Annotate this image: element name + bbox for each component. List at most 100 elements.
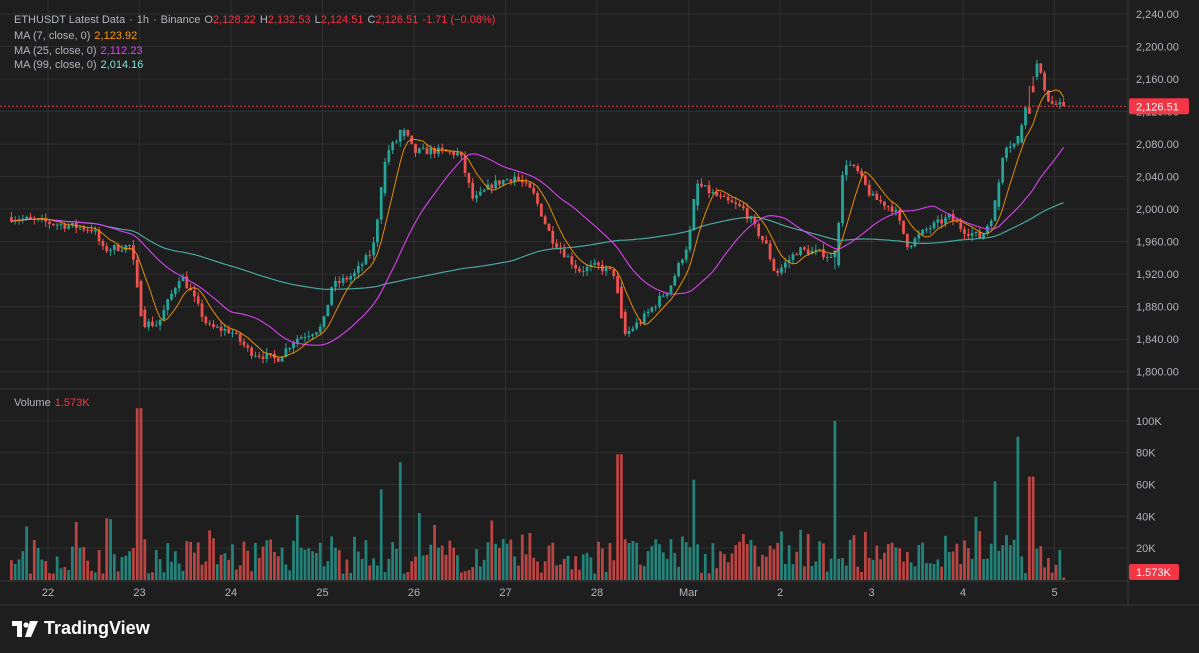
volume-bar <box>608 542 612 580</box>
volume-bar <box>246 550 250 580</box>
price-tick-label: 1,960.00 <box>1136 237 1179 249</box>
candle-body <box>238 333 242 342</box>
volume-bar <box>364 540 368 580</box>
volume-bar <box>860 571 863 580</box>
candle-body <box>719 195 722 197</box>
volume-bar <box>513 556 517 580</box>
candle-body <box>67 225 70 229</box>
volume-bar <box>383 572 387 580</box>
time-tick-label: 22 <box>42 587 54 599</box>
volume-bar <box>334 547 337 580</box>
candle-body <box>681 259 684 264</box>
volume-bar <box>932 563 936 580</box>
volume-bar <box>654 539 658 580</box>
candle-body <box>44 218 48 222</box>
volume-bar <box>273 551 276 580</box>
candle-body <box>105 246 109 252</box>
volume-bar <box>661 552 665 580</box>
candle-body <box>696 183 700 206</box>
candle-body <box>490 184 494 189</box>
candle-body <box>665 292 669 296</box>
volume-bar <box>395 548 398 580</box>
time-tick-label: 24 <box>225 587 237 599</box>
candle-body <box>539 203 543 217</box>
candle-body <box>482 189 486 192</box>
candle-body <box>322 316 326 327</box>
candle-body <box>459 152 463 156</box>
volume-bar <box>627 543 631 580</box>
volume-bar <box>524 554 528 580</box>
price-tick-label: 2,200.00 <box>1136 42 1179 54</box>
candle-body <box>208 323 212 325</box>
candle-body <box>55 224 59 226</box>
volume-bar <box>166 543 170 580</box>
volume-bar <box>898 548 902 580</box>
candle-body <box>1008 146 1012 148</box>
candle-body <box>898 210 902 221</box>
price-tick-label: 2,160.00 <box>1136 74 1179 86</box>
price-tick-label: 2,080.00 <box>1136 139 1179 151</box>
volume-bar <box>692 479 696 580</box>
volume-bar <box>883 552 886 580</box>
candle-body <box>261 356 265 359</box>
legend-ma7-value: 2,123.92 <box>94 30 138 42</box>
volume-bar <box>783 563 787 580</box>
candle-body <box>196 296 200 304</box>
volume-bar <box>433 525 436 580</box>
candle-body <box>620 286 623 319</box>
volume-bar <box>490 520 494 580</box>
candle-body <box>1054 103 1058 105</box>
candle-body <box>1039 63 1043 73</box>
candle-body <box>513 176 517 182</box>
volume-bar <box>1005 535 1008 580</box>
volume-bar <box>635 542 639 580</box>
volume-bar <box>886 544 890 580</box>
candle-body <box>570 256 574 265</box>
candle-body <box>429 148 433 155</box>
candle-body <box>120 250 124 252</box>
volume-bar <box>1039 546 1043 580</box>
candle-body <box>295 338 299 343</box>
candle-body <box>505 179 509 181</box>
volume-bar <box>215 564 219 580</box>
candle-body <box>29 216 32 219</box>
volume-bar <box>494 543 497 580</box>
volume-bar <box>1024 573 1027 580</box>
candle-body <box>742 205 745 209</box>
tradingview-logo[interactable]: TradingView <box>12 618 150 639</box>
candle-body <box>162 310 166 320</box>
volume-bar <box>414 556 417 580</box>
volume-bar <box>925 563 928 580</box>
volume-bar <box>437 547 440 580</box>
volume-bar <box>242 541 246 580</box>
candle-body <box>109 250 112 252</box>
volume-bar <box>387 558 391 580</box>
volume-bar <box>379 489 383 580</box>
candle-body <box>787 259 791 263</box>
volume-bar <box>417 513 421 580</box>
volume-bar <box>307 548 311 580</box>
candle-body <box>909 246 913 248</box>
candle-body <box>947 214 951 218</box>
volume-bar <box>238 565 242 580</box>
candle-body <box>25 216 29 219</box>
candle-body <box>883 201 886 207</box>
candle-body <box>684 249 688 260</box>
volume-bar <box>517 565 520 580</box>
time-tick-label: 26 <box>408 587 420 599</box>
candle-body <box>97 229 101 242</box>
candle-body <box>841 175 844 223</box>
candle-body <box>379 186 383 220</box>
candle-body <box>925 229 928 231</box>
candle-body <box>555 243 558 248</box>
candle-body <box>143 309 147 328</box>
candle-body <box>173 288 177 294</box>
price-tick-label: 1,840.00 <box>1136 334 1179 346</box>
volume-bar <box>1031 476 1035 580</box>
candle-body <box>139 281 143 317</box>
volume-bar <box>539 572 543 580</box>
volume-bar <box>330 536 334 580</box>
candle-body <box>642 313 646 323</box>
candle-body <box>551 230 555 244</box>
